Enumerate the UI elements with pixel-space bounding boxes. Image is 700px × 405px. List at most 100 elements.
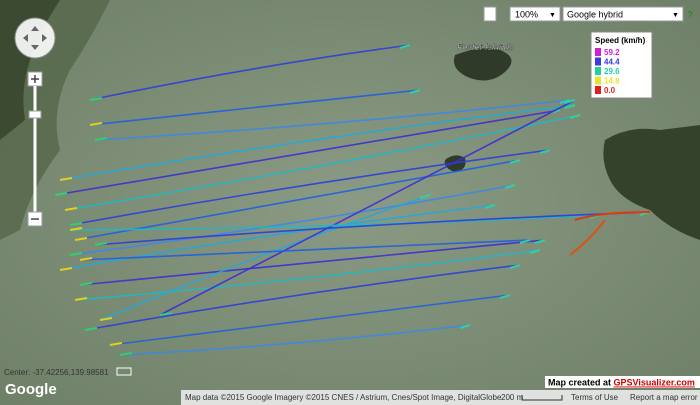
track: [59, 204, 496, 271]
track: [69, 214, 601, 231]
plus: [31, 75, 39, 83]
track: [64, 114, 581, 211]
credit: Map created at GPSVisualizer.com: [548, 378, 695, 388]
dropdown-arrow: ▼: [672, 12, 679, 19]
track-turn: [54, 192, 68, 196]
track-turn: [564, 99, 576, 104]
track-turn: [484, 204, 496, 209]
track-turn: [534, 239, 546, 244]
legend-label: 14.8: [604, 77, 620, 86]
track-turn: [539, 149, 551, 154]
legend-title: Speed (km/h): [595, 36, 646, 45]
track-slow: [574, 211, 651, 221]
legend-label: 29.6: [604, 67, 620, 76]
attribution-bar: [181, 390, 700, 405]
gps-tracks: [54, 44, 651, 356]
legend-label: 59.2: [604, 48, 620, 57]
legend-entries: 59.244.429.614.80.0: [595, 48, 620, 95]
help-link[interactable]: ?: [687, 10, 693, 21]
zoom-value: 100%: [515, 10, 538, 20]
track-turn: [79, 257, 93, 261]
track-turn: [74, 237, 88, 241]
track: [94, 211, 651, 246]
track-turn: [559, 99, 571, 104]
track-turn: [94, 242, 108, 246]
track: [94, 99, 571, 141]
track-turn: [59, 177, 73, 181]
track: [59, 104, 576, 181]
legend-swatch: [595, 57, 601, 66]
zoom-thumb[interactable]: [28, 110, 42, 119]
track-turn: [509, 159, 521, 164]
toggle-button[interactable]: [483, 6, 497, 22]
track-turn: [109, 342, 123, 346]
track: [84, 264, 521, 331]
scale-bar: [521, 395, 563, 401]
legend-swatch: [595, 48, 601, 56]
track-turn: [89, 122, 103, 126]
map-type-select[interactable]: [562, 6, 684, 22]
track: [69, 149, 551, 226]
legend-swatch: [595, 86, 601, 94]
track-turn: [69, 227, 83, 231]
google-logo: Google: [5, 381, 57, 398]
island: [454, 48, 512, 81]
track-turn: [399, 44, 411, 49]
track: [79, 239, 531, 261]
track-turn: [504, 184, 516, 189]
track-turn: [419, 194, 431, 199]
track-turn: [519, 239, 531, 244]
legend-label: 0.0: [604, 86, 616, 95]
legend-label: 44.4: [604, 58, 620, 67]
pan-control[interactable]: [14, 17, 56, 59]
track-turn: [509, 264, 521, 269]
track-turn: [89, 97, 103, 101]
track: [79, 239, 546, 286]
track: [159, 99, 576, 316]
center-coords: Center: -37.42256,139.98581: [4, 368, 109, 377]
zoom-select[interactable]: [509, 6, 561, 22]
track-turn: [84, 327, 98, 331]
credit-box: [545, 376, 700, 388]
track-turn: [74, 297, 88, 301]
track: [89, 44, 411, 101]
track-turn: [409, 89, 421, 94]
credit-link[interactable]: GPSVisualizer.com: [614, 378, 695, 388]
track-turn: [499, 294, 511, 299]
track-turn: [59, 267, 73, 271]
legend-swatch: [595, 76, 601, 85]
track-turn: [79, 282, 93, 286]
track-slow: [569, 219, 606, 256]
track: [69, 184, 516, 256]
headland: [603, 125, 700, 240]
track: [119, 324, 471, 356]
track: [109, 294, 511, 346]
track-turn: [69, 222, 83, 226]
legend-box: [590, 31, 653, 99]
track: [99, 194, 431, 321]
track-turn: [529, 249, 541, 254]
track-turn: [459, 324, 471, 329]
track: [89, 89, 421, 126]
attribution: Map data ©2015 Google Imagery ©2015 CNES…: [185, 393, 502, 402]
track-turn: [69, 252, 83, 256]
dropdown-arrow: ▼: [549, 12, 556, 19]
scale-label: 200 m: [501, 393, 524, 402]
track-turn: [94, 137, 108, 141]
track-turn: [159, 312, 173, 316]
coords-icon: [116, 367, 132, 376]
track-turn: [119, 352, 133, 356]
track-turn: [569, 114, 581, 119]
track: [54, 109, 561, 196]
credit-prefix: Map created at: [548, 378, 611, 388]
map-type-value: Google hybrid: [567, 10, 623, 20]
pan-arrows: [23, 26, 47, 50]
report-link[interactable]: Report a map error: [630, 393, 698, 402]
track-turn: [64, 207, 78, 211]
legend-swatch: [595, 67, 601, 75]
track-turn: [99, 317, 113, 321]
place-label: Foster Islands: [457, 42, 514, 52]
terms-link[interactable]: Terms of Use: [571, 393, 619, 402]
track: [74, 249, 541, 301]
